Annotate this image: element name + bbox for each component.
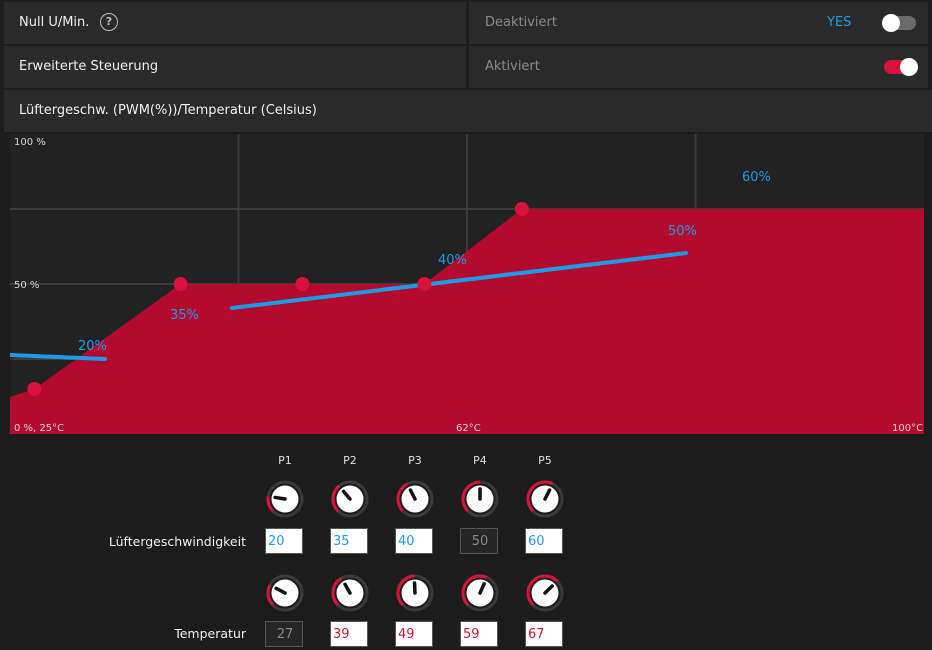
header-p1: P1 (278, 454, 292, 467)
dial-arc (331, 576, 343, 607)
graph-title: Lüftergeschw. (PWM(%))/Temperatur (Celsi… (19, 103, 317, 118)
header-p2: P2 (343, 454, 357, 467)
x-tick-end: 100°C (892, 423, 923, 434)
help-icon[interactable]: ? (100, 13, 118, 31)
dial-icon (331, 574, 369, 612)
advanced-control-row: Erweiterte Steuerung (4, 46, 466, 88)
curve-handle-line[interactable] (230, 251, 688, 310)
y-tick-100: 100 % (14, 137, 46, 148)
zero-rpm-state: Deaktiviert (485, 15, 557, 30)
curve-points (27, 202, 529, 396)
advanced-control-toggle[interactable] (884, 58, 918, 76)
temperature-label: Temperatur (174, 626, 246, 641)
curve-handle-line[interactable] (10, 353, 107, 361)
x-tick-mid: 62°C (456, 423, 481, 434)
curve-handles (10, 251, 688, 361)
fan-speed-knob-p5[interactable] (526, 480, 564, 518)
curve-point-p5[interactable] (514, 202, 529, 216)
zero-rpm-value: YES (827, 15, 852, 30)
dial-icon (526, 574, 564, 612)
dial-arc (526, 574, 559, 607)
dial-needle (478, 582, 486, 595)
curve-point-p3[interactable] (295, 277, 310, 291)
dial-icon (526, 480, 564, 518)
dial-arc (331, 484, 341, 513)
dial-needle (543, 584, 554, 595)
dial-arc (266, 496, 275, 513)
fan-speed-knob-p2[interactable] (331, 480, 369, 518)
dial-arc (396, 482, 409, 513)
advanced-control: Aktiviert (469, 46, 928, 88)
zero-rpm-toggle[interactable] (882, 14, 916, 32)
fan-speed-label: Lüftergeschwindigkeit (108, 534, 246, 549)
fan-speed-input-p5[interactable] (525, 528, 563, 554)
graph-title-row: Lüftergeschw. (PWM(%))/Temperatur (Celsi… (4, 90, 932, 132)
dial-icon (266, 574, 304, 612)
dial-icon (461, 480, 499, 518)
toggle-knob (882, 14, 900, 32)
curve-point-label-p2: 35% (170, 308, 199, 323)
curve-point-p1[interactable] (27, 382, 42, 396)
temperature-knob-p1[interactable] (266, 574, 304, 612)
dial-arc (266, 584, 275, 607)
dial-arc (461, 480, 481, 513)
temperature-input-p4[interactable] (460, 621, 498, 647)
fan-speed-input-p4 (460, 528, 498, 554)
header-p5: P5 (538, 454, 552, 467)
temperature-knob-p5[interactable] (526, 574, 564, 612)
fan-curve-chart[interactable]: 20% 35% 40% 50% 60% 100 % 50 % 0 %, 25°C 62°… (10, 134, 924, 434)
x-tick-start: 0 %, 25°C (14, 423, 64, 434)
dial-needle (543, 488, 552, 501)
dial-needle (341, 489, 352, 501)
header-p3: P3 (408, 454, 422, 467)
dial-arc (461, 574, 488, 607)
dial-icon (396, 574, 434, 612)
temperature-input-p5[interactable] (525, 621, 563, 647)
fan-speed-knob-p1[interactable] (266, 480, 304, 518)
curve-point-label-p3: 40% (438, 253, 467, 268)
curve-point-label-p4: 50% (668, 224, 697, 239)
zero-rpm-control: Deaktiviert YES (469, 2, 928, 44)
curve-area (10, 209, 924, 434)
curve-point-p2[interactable] (173, 277, 188, 291)
dial-icon (396, 480, 434, 518)
dial-arc (526, 480, 554, 513)
temperature-knob-p3[interactable] (396, 574, 434, 612)
temperature-input-p1 (265, 621, 303, 647)
dial-needle (343, 582, 352, 595)
dial-arc (396, 574, 415, 607)
toggle-knob (900, 58, 918, 76)
advanced-control-state: Aktiviert (485, 59, 540, 74)
fan-speed-input-p3[interactable] (395, 528, 433, 554)
dial-needle (408, 488, 417, 501)
dial-icon (266, 480, 304, 518)
temperature-knob-p2[interactable] (331, 574, 369, 612)
temperature-knob-p4[interactable] (461, 574, 499, 612)
y-tick-50: 50 % (14, 280, 39, 291)
fan-speed-knob-p4[interactable] (461, 480, 499, 518)
zero-rpm-row: Null U/Min. ? (4, 2, 466, 44)
curve-point-label-p1: 20% (78, 339, 107, 354)
dial-icon (331, 480, 369, 518)
fan-speed-knob-p3[interactable] (396, 480, 434, 518)
temperature-input-p3[interactable] (395, 621, 433, 647)
temperature-input-p2[interactable] (330, 621, 368, 647)
zero-rpm-label: Null U/Min. (19, 15, 90, 30)
fan-speed-input-p2[interactable] (330, 528, 368, 554)
curve-point-labels: 20% 35% 40% 50% 60% (78, 170, 771, 354)
dial-icon (461, 574, 499, 612)
curve-point-label-p5: 60% (742, 170, 771, 185)
curve-point-p4[interactable] (417, 277, 432, 291)
dial-needle (274, 586, 287, 595)
fan-speed-input-p1[interactable] (265, 528, 303, 554)
dial-needle (273, 495, 287, 501)
advanced-control-label: Erweiterte Steuerung (19, 59, 159, 74)
header-p4: P4 (473, 454, 487, 467)
